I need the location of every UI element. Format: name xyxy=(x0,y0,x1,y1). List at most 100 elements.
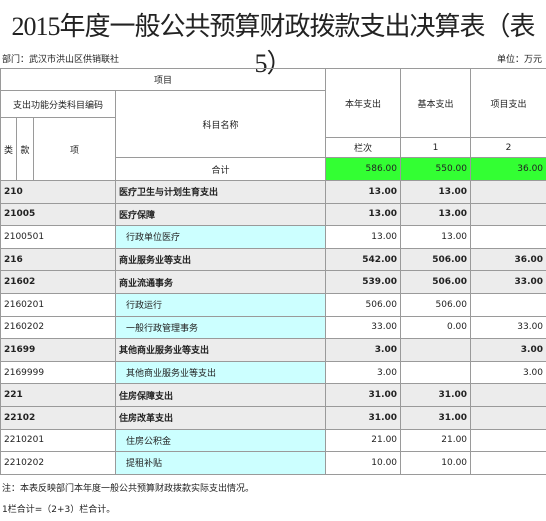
name-cell: 住房改革支出 xyxy=(114,405,327,430)
value-cell: 13.00 xyxy=(400,225,472,249)
header-cell: 类 xyxy=(0,117,17,181)
name-cell: 一般行政管理事务 xyxy=(114,315,327,340)
header-cell: 项目 xyxy=(0,68,327,91)
value-cell xyxy=(470,405,546,430)
value-cell: 33.00 xyxy=(325,315,402,340)
value-cell xyxy=(470,292,546,317)
value-cell: 33.00 xyxy=(470,270,546,294)
value-cell xyxy=(470,428,546,453)
name-cell: 行政运行 xyxy=(114,292,327,317)
code-cell: 2210201 xyxy=(0,428,116,453)
name-cell: 其他商业服务业等支出 xyxy=(114,338,327,362)
value-cell xyxy=(470,225,546,249)
value-cell: 506.00 xyxy=(325,292,402,317)
code-cell: 2169999 xyxy=(0,360,116,385)
total-cell: 586.00 xyxy=(325,157,402,181)
table: 项目 本年支出 基本支出 项目支出 支出功能分类科目编码 科目名称 类 款 项 … xyxy=(0,68,546,475)
table-row: 21699 其他商业服务业等支出 3.00 3.00 xyxy=(0,338,546,362)
value-cell: 21.00 xyxy=(325,428,402,453)
code-cell: 2160201 xyxy=(0,292,116,317)
code-cell: 216 xyxy=(0,247,116,272)
header-cell: 栏次 xyxy=(325,137,402,158)
name-cell: 行政单位医疗 xyxy=(114,225,327,249)
column-number: 2 xyxy=(470,137,546,158)
value-cell: 13.00 xyxy=(325,225,402,249)
table-row: 2210201 住房公积金 21.00 21.00 xyxy=(0,428,546,453)
value-cell: 13.00 xyxy=(400,180,472,204)
value-cell xyxy=(470,451,546,475)
code-cell: 2210202 xyxy=(0,451,116,475)
value-cell: 31.00 xyxy=(325,405,402,430)
header-cell: 基本支出 xyxy=(400,68,472,138)
department: 部门：武汉市洪山区供销联社 xyxy=(2,55,120,65)
note: 注：本表反映部门本年度一般公共预算财政拨款实际支出情况。 xyxy=(2,484,255,494)
name-cell: 其他商业服务业等支出 xyxy=(114,360,327,385)
code-cell: 21699 xyxy=(0,338,116,362)
note: 1栏合计=（2+3）栏合计。 xyxy=(2,505,116,515)
value-cell: 539.00 xyxy=(325,270,402,294)
table-row: 22102 住房改革支出 31.00 31.00 xyxy=(0,405,546,430)
total-label: 合计 xyxy=(114,157,327,181)
value-cell: 506.00 xyxy=(400,247,472,272)
value-cell xyxy=(400,360,472,385)
value-cell: 10.00 xyxy=(325,451,402,475)
value-cell: 21.00 xyxy=(400,428,472,453)
header-cell: 本年支出 xyxy=(325,68,402,138)
title: 2015年度一般公共预算财政拨款支出决算表（表5） xyxy=(11,12,535,78)
code-cell: 22102 xyxy=(0,405,116,430)
table-row: 221 住房保障支出 31.00 31.00 xyxy=(0,383,546,407)
column-number: 1 xyxy=(400,137,472,158)
name-cell: 住房保障支出 xyxy=(114,383,327,407)
value-cell: 3.00 xyxy=(325,360,402,385)
header-cell: 项 xyxy=(33,117,116,181)
value-cell: 31.00 xyxy=(400,383,472,407)
value-cell: 3.00 xyxy=(325,338,402,362)
name-cell: 商业服务业等支出 xyxy=(114,247,327,272)
table-row: 21005 医疗保障 13.00 13.00 xyxy=(0,202,546,227)
code-cell: 21005 xyxy=(0,202,116,227)
value-cell xyxy=(470,383,546,407)
value-cell: 506.00 xyxy=(400,270,472,294)
total-cell: 550.00 xyxy=(400,157,472,181)
name-cell: 医疗保障 xyxy=(114,202,327,227)
table-row: 2210202 提租补贴 10.00 10.00 xyxy=(0,451,546,475)
table-row: 21602 商业流通事务 539.00 506.00 33.00 xyxy=(0,270,546,294)
name-cell: 商业流通事务 xyxy=(114,270,327,294)
name-cell: 医疗卫生与计划生育支出 xyxy=(114,180,327,204)
code-cell: 21602 xyxy=(0,270,116,294)
code-cell: 2100501 xyxy=(0,225,116,249)
table-row: 210 医疗卫生与计划生育支出 13.00 13.00 xyxy=(0,180,546,204)
header-cell: 款 xyxy=(16,117,34,181)
code-cell: 210 xyxy=(0,180,116,204)
value-cell: 542.00 xyxy=(325,247,402,272)
code-cell: 2160202 xyxy=(0,315,116,340)
unit: 单位：万元 xyxy=(496,55,542,65)
table-row: 2100501 行政单位医疗 13.00 13.00 xyxy=(0,225,546,249)
header-cell: 支出功能分类科目编码 xyxy=(0,90,116,118)
value-cell: 13.00 xyxy=(325,202,402,227)
value-cell: 31.00 xyxy=(400,405,472,430)
value-cell xyxy=(470,202,546,227)
value-cell: 3.00 xyxy=(470,338,546,362)
table-row: 2169999 其他商业服务业等支出 3.00 3.00 xyxy=(0,360,546,385)
value-cell: 10.00 xyxy=(400,451,472,475)
total-cell: 36.00 xyxy=(470,157,546,181)
value-cell xyxy=(400,338,472,362)
value-cell: 506.00 xyxy=(400,292,472,317)
header-cell: 项目支出 xyxy=(470,68,546,138)
table-row: 216 商业服务业等支出 542.00 506.00 36.00 xyxy=(0,247,546,272)
value-cell: 31.00 xyxy=(325,383,402,407)
value-cell: 13.00 xyxy=(400,202,472,227)
value-cell: 3.00 xyxy=(470,360,546,385)
table-row: 2160201 行政运行 506.00 506.00 xyxy=(0,292,546,317)
name-cell: 提租补贴 xyxy=(114,451,327,475)
value-cell: 0.00 xyxy=(400,315,472,340)
value-cell: 13.00 xyxy=(325,180,402,204)
value-cell: 36.00 xyxy=(470,247,546,272)
code-cell: 221 xyxy=(0,383,116,407)
value-cell xyxy=(470,180,546,204)
name-cell: 住房公积金 xyxy=(114,428,327,453)
table-row: 2160202 一般行政管理事务 33.00 0.00 33.00 xyxy=(0,315,546,340)
value-cell: 33.00 xyxy=(470,315,546,340)
